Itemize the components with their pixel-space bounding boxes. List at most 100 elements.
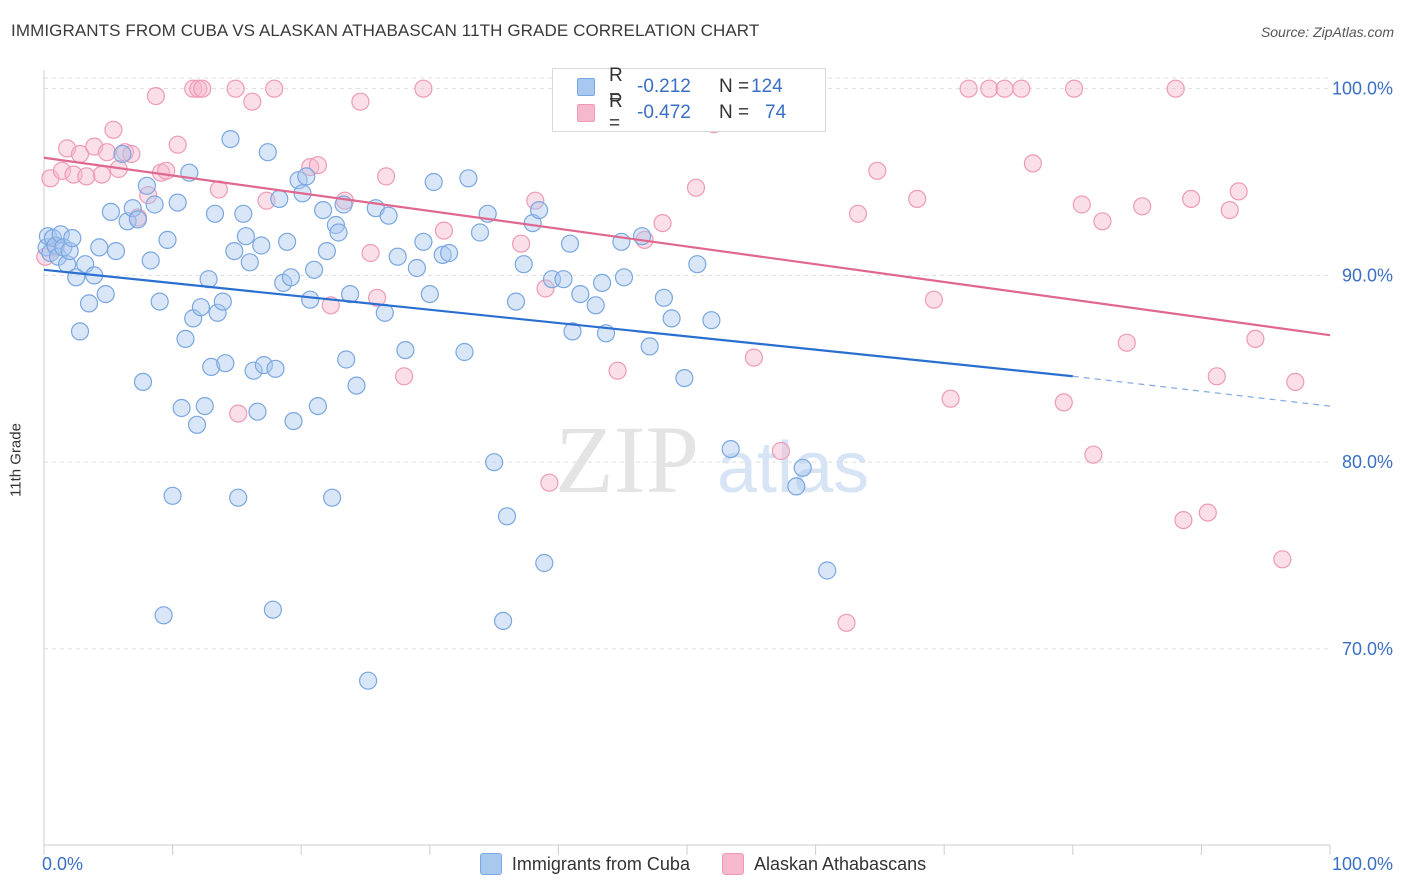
point-athabascan <box>837 613 856 632</box>
point-athabascan <box>1093 212 1112 231</box>
point-athabascan <box>908 189 927 208</box>
point-athabascan <box>193 79 212 98</box>
point-cuba <box>208 303 227 322</box>
point-cuba <box>314 201 333 220</box>
point-athabascan <box>92 165 112 184</box>
point-athabascan <box>540 473 559 492</box>
point-cuba <box>101 202 121 221</box>
point-cuba <box>244 361 263 380</box>
point-cuba <box>470 223 490 242</box>
legend-item-cuba: Immigrants from Cuba <box>479 853 690 875</box>
legend-r-value: -0.212 <box>637 76 691 97</box>
point-athabascan <box>1064 79 1084 98</box>
point-cuba <box>150 292 169 311</box>
point-athabascan <box>1054 393 1073 412</box>
point-athabascan <box>771 441 791 461</box>
chart-title: IMMIGRANTS FROM CUBA VS ALASKAN ATHABASC… <box>11 21 760 40</box>
point-athabascan <box>1220 201 1239 220</box>
point-cuba <box>284 412 303 431</box>
point-cuba <box>236 227 255 246</box>
point-cuba <box>128 210 147 229</box>
legend-swatch-pink <box>721 853 744 875</box>
point-athabascan <box>229 404 248 423</box>
point-athabascan <box>1174 510 1193 530</box>
point-athabascan <box>265 79 284 98</box>
point-cuba <box>702 311 721 330</box>
point-cuba <box>420 285 439 304</box>
point-cuba <box>494 611 513 631</box>
point-cuba <box>270 189 289 208</box>
point-athabascan <box>608 361 627 380</box>
point-cuba <box>497 507 517 526</box>
point-athabascan <box>744 348 764 367</box>
grid-lines <box>44 77 1330 650</box>
series-alaskan-athabascans <box>36 79 1305 632</box>
point-athabascan <box>1084 445 1103 464</box>
point-athabascan <box>941 389 960 408</box>
point-cuba <box>388 247 407 266</box>
point-athabascan <box>434 221 453 240</box>
point-cuba <box>440 243 459 263</box>
point-cuba <box>172 398 191 418</box>
point-athabascan <box>115 143 135 162</box>
point-cuba <box>163 486 182 505</box>
point-cuba <box>675 369 694 388</box>
point-cuba <box>252 236 271 255</box>
point-athabascan <box>1198 503 1217 522</box>
point-athabascan <box>1166 79 1185 98</box>
legend-swatch-blue <box>479 853 502 875</box>
point-cuba <box>414 232 433 251</box>
legend-n-value: 74 <box>765 102 787 123</box>
point-cuba <box>407 258 426 278</box>
y-tick-label: 70.0% <box>1342 639 1393 659</box>
point-cuba <box>133 372 153 391</box>
y-tick-label: 80.0% <box>1342 452 1393 472</box>
point-cuba <box>560 234 580 253</box>
point-cuba <box>485 453 504 472</box>
point-athabascan <box>377 167 396 186</box>
x-tick-label-max: 100.0% <box>1332 854 1393 874</box>
point-cuba <box>90 238 109 257</box>
point-athabascan <box>1023 154 1043 173</box>
point-cuba <box>187 415 207 434</box>
point-cuba <box>225 242 244 261</box>
point-athabascan <box>1117 333 1136 352</box>
point-cuba <box>535 553 554 573</box>
point-cuba <box>317 242 336 261</box>
legend-label-cuba: Immigrants from Cuba <box>511 853 690 874</box>
point-athabascan <box>511 234 531 253</box>
point-cuba <box>278 232 297 251</box>
legend-n-label: N = <box>719 102 750 123</box>
point-cuba <box>592 273 612 292</box>
point-cuba <box>563 322 582 341</box>
point-cuba <box>529 201 549 220</box>
legend-r-label: R = <box>609 65 623 108</box>
point-athabascan <box>686 178 706 197</box>
point-cuba <box>254 356 273 375</box>
legend-r-label: R = <box>609 91 623 134</box>
watermark-zip: ZIP <box>555 406 699 513</box>
point-cuba <box>123 199 142 218</box>
point-cuba <box>424 172 443 192</box>
point-athabascan <box>1286 372 1305 391</box>
series-immigrants-from-cuba <box>37 130 837 690</box>
point-cuba <box>514 255 533 274</box>
point-cuba <box>141 251 160 270</box>
axes <box>43 70 1331 855</box>
point-cuba <box>375 303 394 322</box>
x-tick-label-min: 0.0% <box>42 854 83 874</box>
point-cuba <box>459 169 478 188</box>
point-athabascan <box>1273 550 1292 569</box>
point-cuba <box>506 292 526 311</box>
point-athabascan <box>1072 195 1091 214</box>
point-athabascan <box>1133 197 1152 216</box>
point-cuba <box>70 322 90 341</box>
trend-line-athabascan <box>43 156 1331 337</box>
point-athabascan <box>980 79 999 98</box>
point-cuba <box>229 488 248 507</box>
legend-swatch-blue <box>577 78 595 96</box>
point-cuba <box>787 477 806 496</box>
point-cuba <box>337 350 356 369</box>
point-athabascan <box>52 161 72 180</box>
point-cuba <box>213 292 232 311</box>
